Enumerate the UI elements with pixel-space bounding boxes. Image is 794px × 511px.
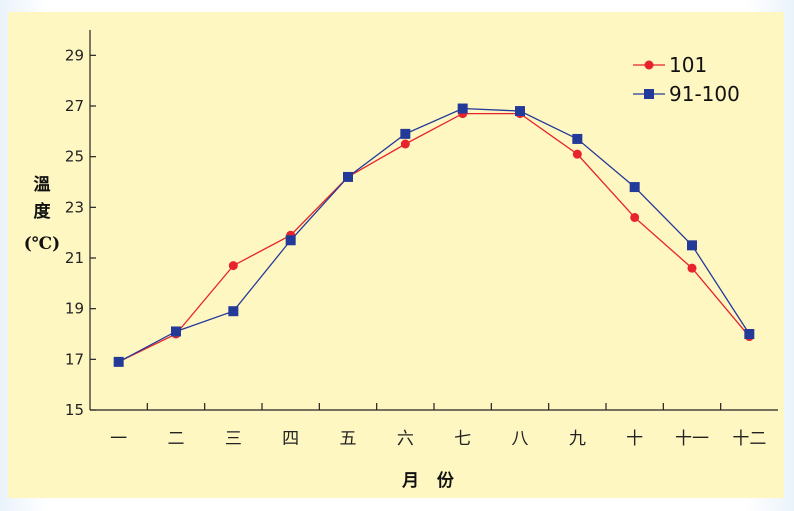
series-1-point <box>629 182 640 193</box>
series-1-point <box>457 103 468 114</box>
legend-marker <box>644 60 654 70</box>
series-layer <box>113 103 755 367</box>
x-tick-label: 三 <box>225 429 242 449</box>
x-tick-label: 八 <box>512 429 529 449</box>
x-tick-label: 四 <box>282 429 299 449</box>
legend: 101 91-100 <box>633 53 740 106</box>
series-0-point <box>400 139 410 149</box>
series-1-point <box>113 356 124 367</box>
legend-label: 91-100 <box>669 82 740 106</box>
series-1-point <box>572 133 583 144</box>
series-1-point <box>343 171 353 182</box>
chart-panel <box>8 12 784 498</box>
x-tick-label: 十一 <box>675 429 709 449</box>
x-tick-label: 二 <box>168 429 185 449</box>
series-0-point <box>687 263 697 273</box>
series-1-point <box>171 326 181 337</box>
series-0-point <box>630 212 640 222</box>
series-0-point <box>572 149 582 159</box>
y-axis-title-line-3: (℃) <box>24 234 60 254</box>
x-tick-label: 九 <box>569 429 586 449</box>
x-tick-label: 七 <box>454 429 471 449</box>
y-tick-label: 17 <box>65 350 84 368</box>
y-axis-title-line-2: 度 <box>34 201 52 222</box>
series-1-point <box>400 128 411 139</box>
series-0-point <box>228 261 238 271</box>
axis-titles: 溫 度 (℃) 月 份 <box>24 174 455 491</box>
x-tick-label: 五 <box>340 429 357 449</box>
y-tick-label: 15 <box>65 401 84 419</box>
y-axis-title-line-1: 溫 <box>34 174 51 195</box>
series-1-point <box>285 235 296 246</box>
y-tick-label: 25 <box>65 148 84 166</box>
series-1-point <box>515 106 525 117</box>
y-tick-label: 29 <box>65 46 84 64</box>
legend-label: 101 <box>669 53 707 77</box>
y-tick-label: 27 <box>65 97 84 115</box>
series-line-0 <box>118 112 750 363</box>
x-axis-title: 月 份 <box>401 470 455 491</box>
axes-layer: 15 17 19 21 23 25 27 29 一 二 三 四 五 六 七 八 九 十 十一 十二 <box>65 30 778 449</box>
series-1-point <box>228 306 239 317</box>
y-tick-label: 19 <box>65 300 84 318</box>
x-tick-label: 六 <box>397 429 414 449</box>
series-line-1 <box>118 107 750 363</box>
y-tick-label: 23 <box>65 198 84 216</box>
x-tick-label: 十二 <box>732 429 766 449</box>
x-tick-label: 十 <box>626 429 643 449</box>
legend-marker <box>644 89 654 99</box>
series-1-point <box>687 240 697 251</box>
x-tick-label: 一 <box>110 429 127 449</box>
series-1-point <box>744 329 755 339</box>
y-tick-label: 21 <box>65 249 84 267</box>
